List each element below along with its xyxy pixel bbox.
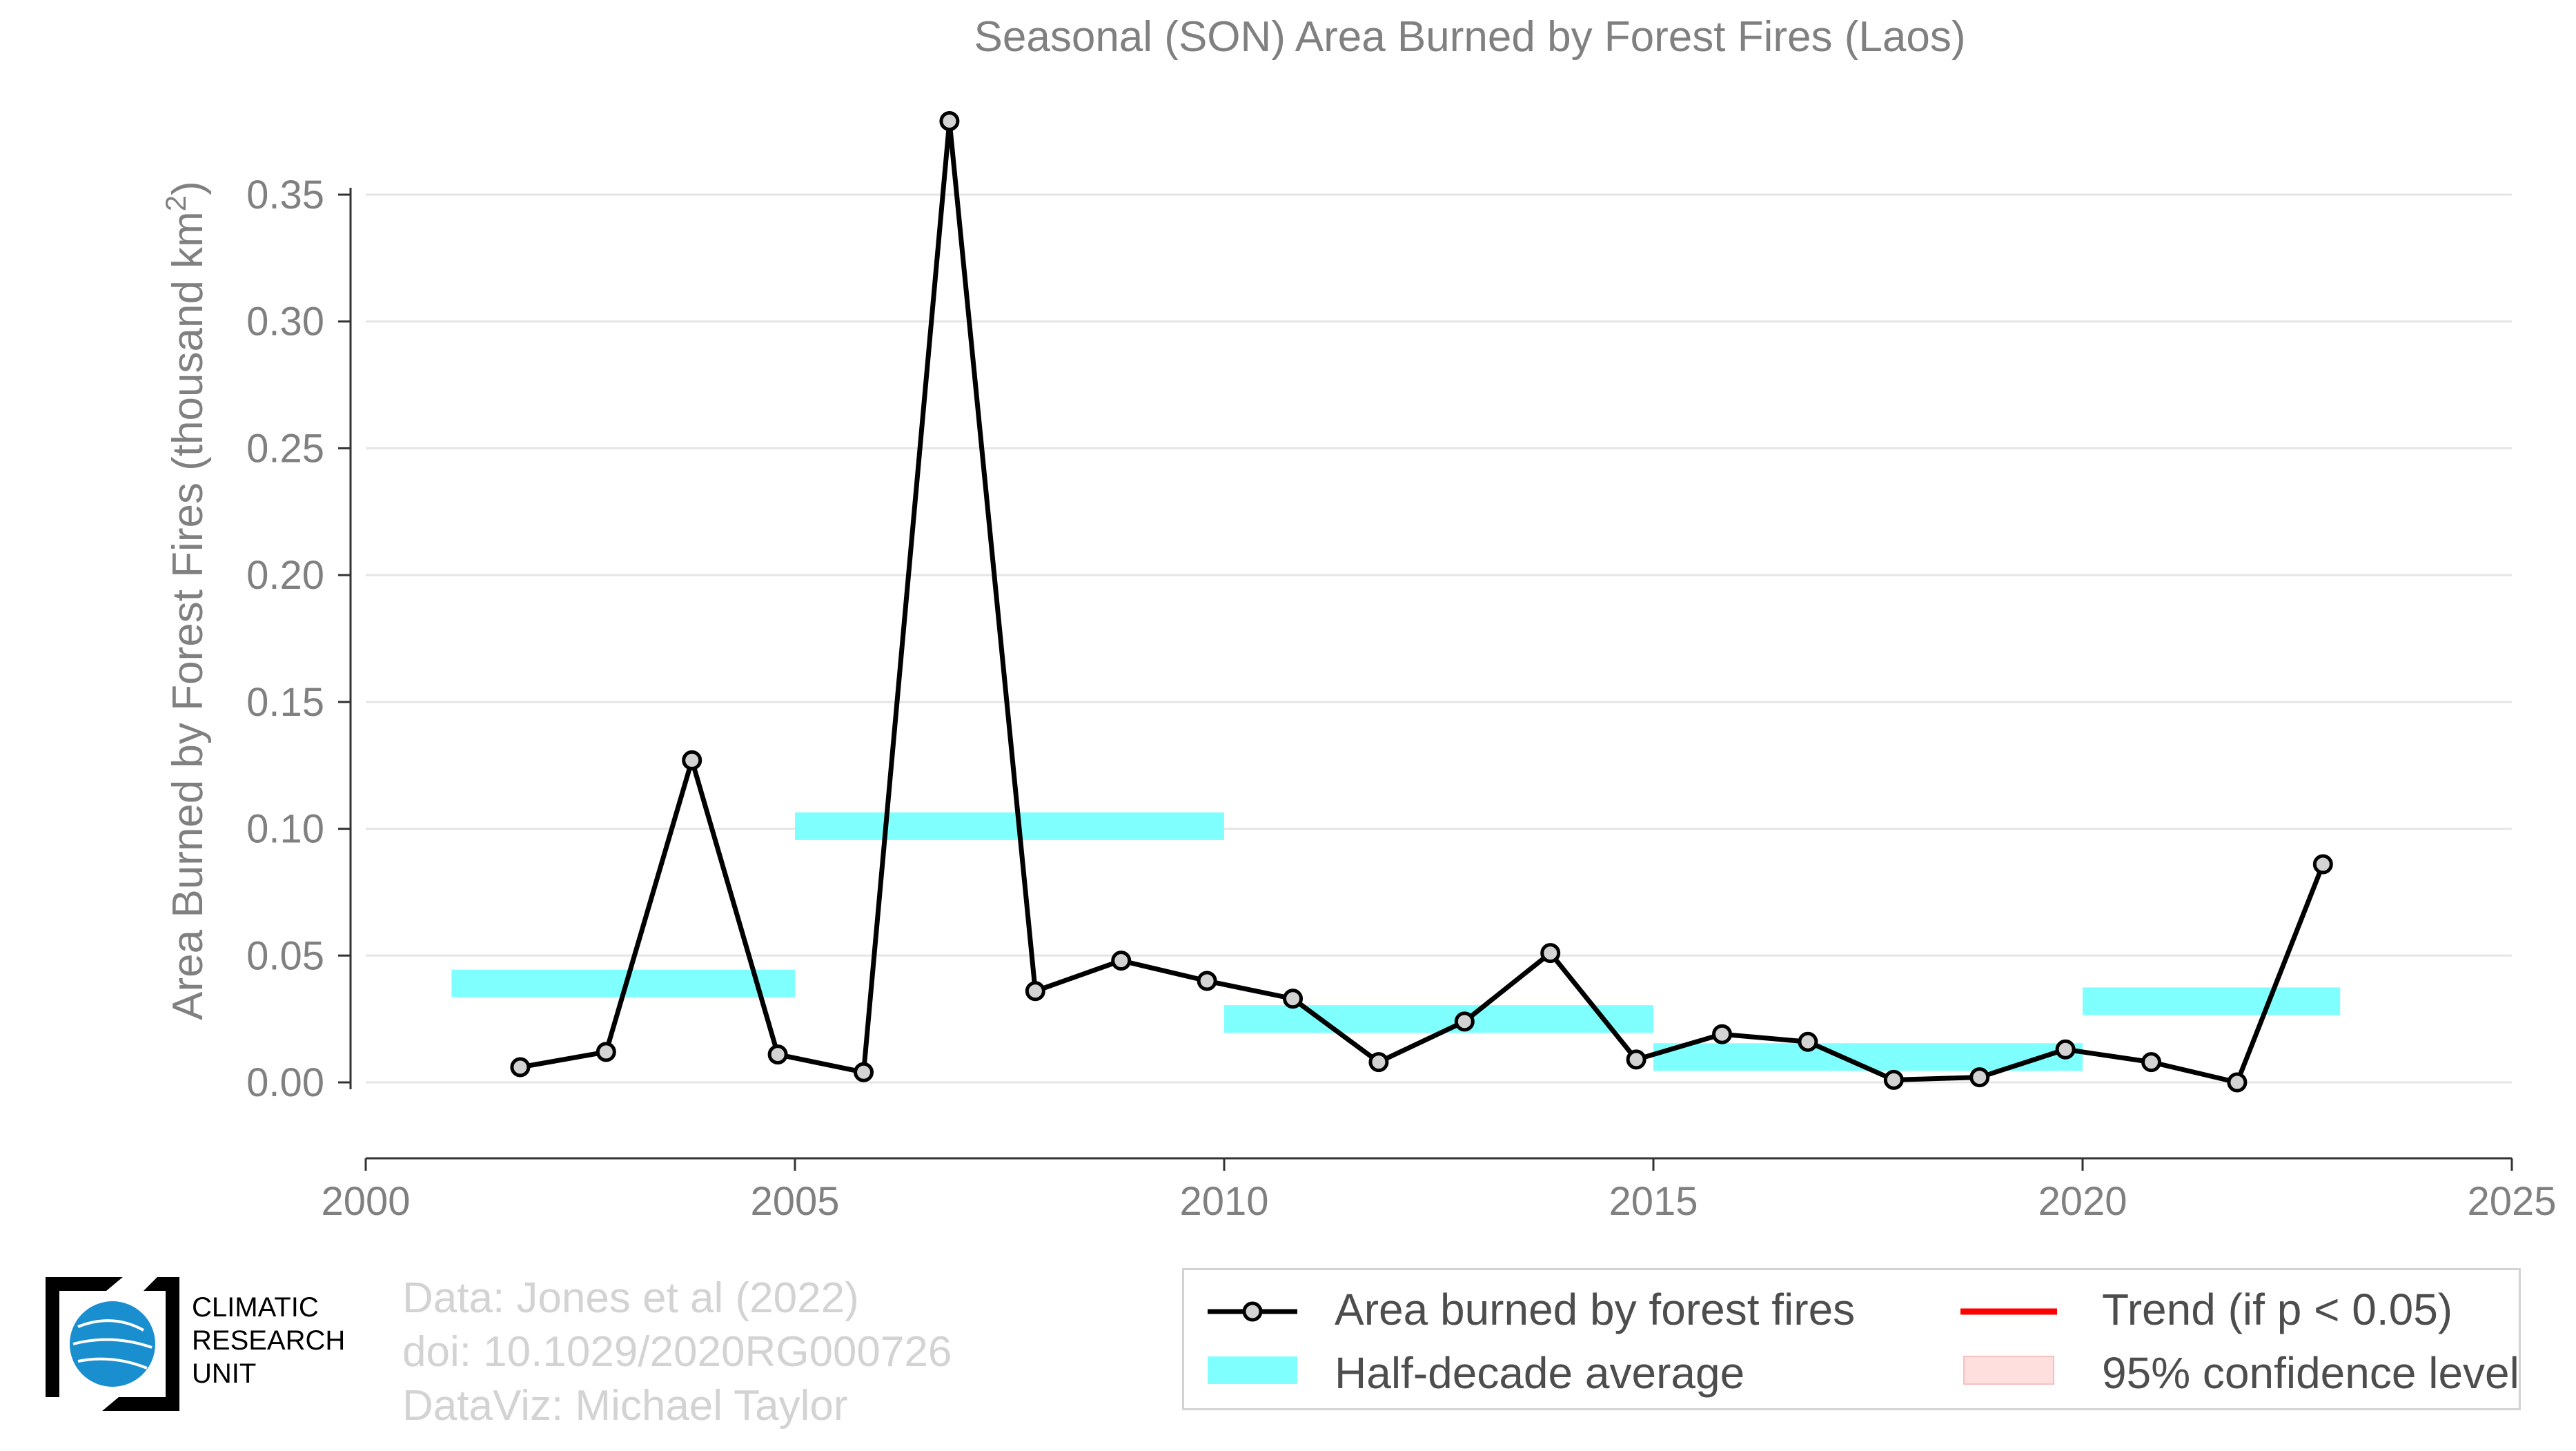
data-point-7	[1111, 951, 1132, 971]
credit-doi: doi: 10.1029/2020RG000726	[402, 1328, 952, 1376]
gridlines	[366, 193, 2512, 1084]
data-point-6	[1025, 981, 1045, 1002]
half-decade-band-1	[795, 812, 1224, 840]
y-axis-label-close: )	[164, 181, 212, 195]
logo-line-3: UNIT	[192, 1359, 257, 1389]
logo-line-1: CLIMATIC	[192, 1292, 319, 1323]
x-tick-label-3: 2015	[1609, 1179, 1698, 1224]
tick-labels: 0.00 0.05 0.10 0.15 0.20 0.25 0.30 0.35 2000 2005…	[246, 173, 2556, 1224]
y-tick-label-7: 0.35	[246, 173, 324, 217]
data-point-16	[1883, 1069, 1904, 1090]
y-tick-label-3: 0.15	[246, 680, 324, 725]
y-tick-label-1: 0.05	[246, 933, 324, 978]
y-tick-label-6: 0.30	[246, 300, 324, 344]
half-decade-band-4	[2083, 987, 2341, 1015]
y-axis-label: Area Burned by Forest Fires (thousand km…	[159, 181, 212, 1020]
legend-label-confidence: 95% confidence level	[2102, 1348, 2519, 1398]
data-point-0	[510, 1057, 531, 1078]
series-line	[520, 118, 2326, 1085]
x-tick-label-0: 2000	[321, 1179, 410, 1224]
data-point-2	[682, 750, 702, 770]
chart: Seasonal (SON) Area Burned by Forest Fir…	[159, 13, 2557, 1224]
data-point-4	[854, 1062, 874, 1082]
legend-label-area-burned: Area burned by forest fires	[1335, 1285, 1856, 1334]
data-point-10	[1368, 1052, 1389, 1073]
data-point-21	[2312, 854, 2333, 875]
x-tick-label-5: 2025	[2467, 1179, 2556, 1224]
data-point-12	[1540, 943, 1561, 964]
y-axis-label-superscript: 2	[159, 195, 192, 211]
data-point-18	[2055, 1039, 2076, 1060]
chart-title: Seasonal (SON) Area Burned by Forest Fir…	[974, 13, 1966, 61]
data-point-13	[1626, 1049, 1646, 1070]
cru-logo: CLIMATIC RESEARCH UNIT	[40, 1272, 385, 1416]
data-point-3	[767, 1044, 788, 1065]
half-decade-bands	[451, 812, 2341, 1071]
legend: Area burned by forest fires Trend (if p …	[1182, 1268, 2521, 1410]
data-point-20	[2227, 1072, 2248, 1093]
legend-key-confidence	[1963, 1356, 2054, 1385]
data-credits: Data: Jones et al (2022) doi: 10.1029/20…	[402, 1272, 952, 1433]
y-tick-label-4: 0.20	[246, 553, 324, 598]
cru-logo-text: CLIMATIC RESEARCH UNIT	[192, 1291, 345, 1390]
legend-key-line-marker	[1208, 1301, 1297, 1322]
data-point-5	[939, 110, 960, 131]
data-point-15	[1798, 1031, 1818, 1052]
data-point-11	[1454, 1011, 1475, 1032]
legend-key-half-decade	[1208, 1356, 1297, 1384]
credit-data-source: Data: Jones et al (2022)	[402, 1274, 859, 1322]
x-tick-label-1: 2005	[750, 1179, 839, 1224]
legend-label-trend: Trend (if p < 0.05)	[2102, 1285, 2453, 1334]
x-tick-label-4: 2020	[2038, 1179, 2127, 1224]
axes	[338, 188, 2513, 1171]
x-tick-label-2: 2010	[1179, 1179, 1268, 1224]
y-tick-label-0: 0.00	[246, 1060, 324, 1105]
y-axis-label-text: Area Burned by Forest Fires (thousand km	[164, 211, 212, 1020]
logo-line-2: RESEARCH	[192, 1325, 346, 1356]
data-point-19	[2141, 1052, 2162, 1073]
cru-logo-mark	[46, 1277, 179, 1411]
series-area-burned	[510, 110, 2333, 1093]
data-point-1	[596, 1042, 616, 1062]
credit-dataviz: DataViz: Michael Taylor	[402, 1382, 848, 1430]
data-point-9	[1283, 989, 1304, 1009]
data-point-8	[1197, 971, 1217, 991]
y-tick-label-2: 0.10	[246, 807, 324, 852]
legend-key-trend	[1960, 1308, 2057, 1315]
data-point-17	[1969, 1067, 1990, 1088]
y-tick-label-5: 0.25	[246, 426, 324, 471]
half-decade-band-2	[1224, 1005, 1653, 1033]
legend-label-half-decade: Half-decade average	[1335, 1348, 1745, 1398]
data-point-14	[1712, 1024, 1733, 1044]
